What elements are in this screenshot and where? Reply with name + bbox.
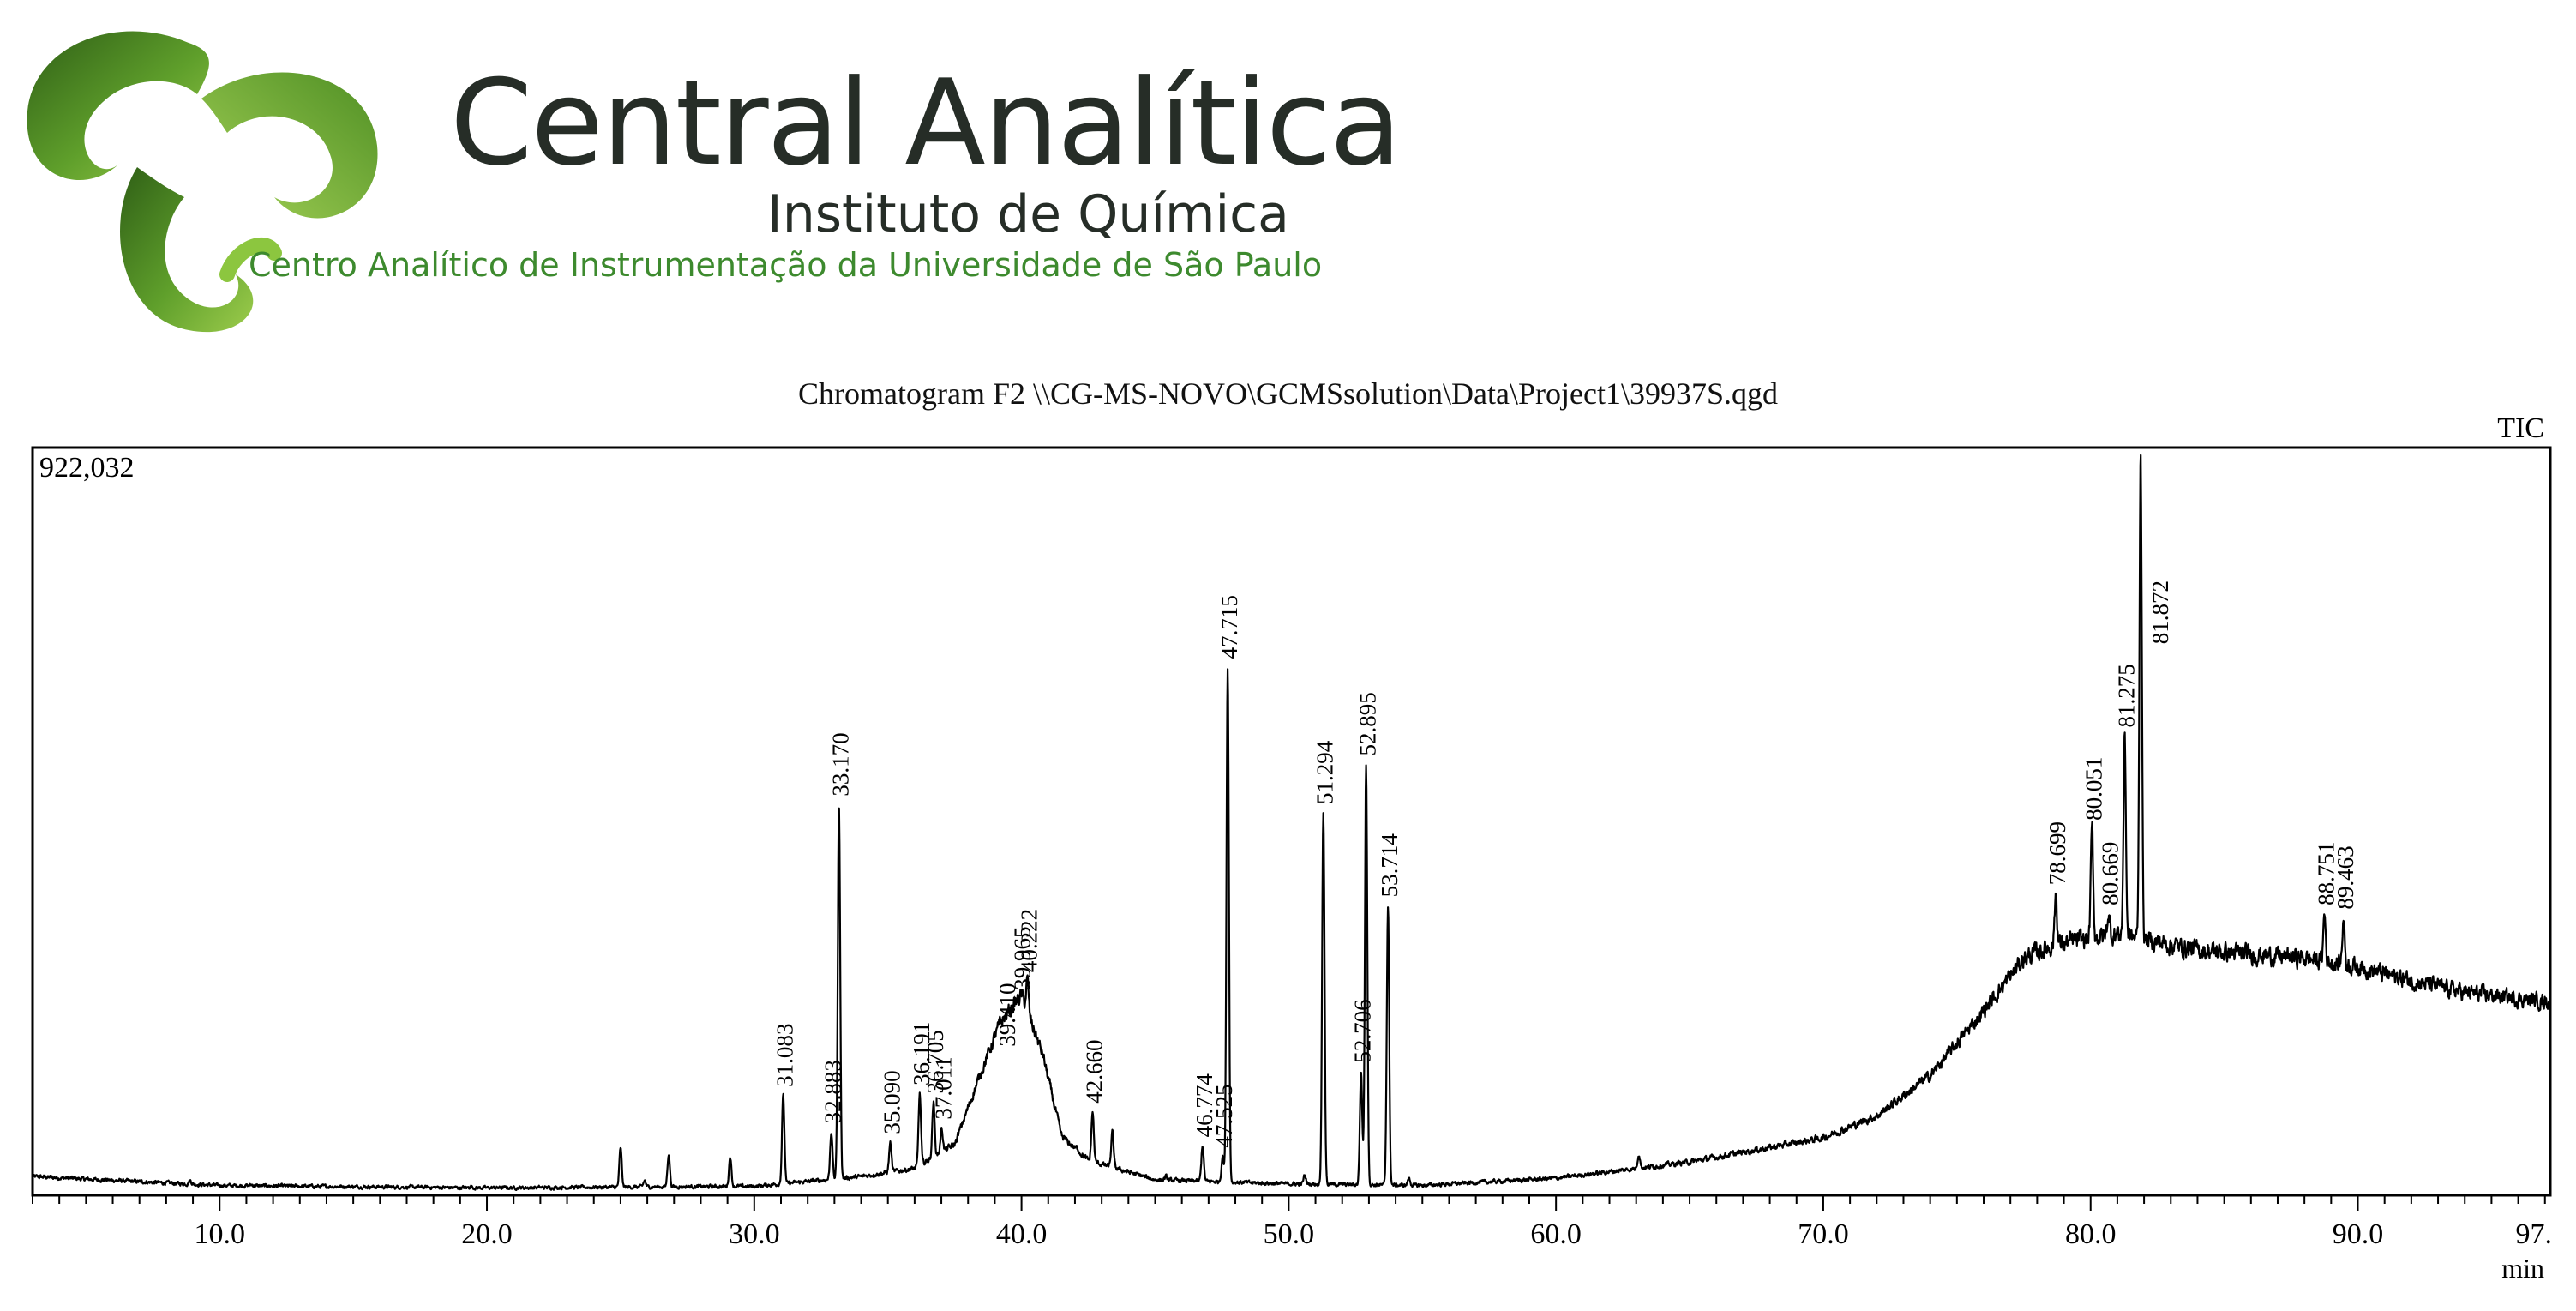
plot-frame [31,446,2552,1197]
brand-subtitle: Instituto de Química [767,184,1289,244]
peak-label: 32.883 [820,1060,846,1123]
peak-label: 35.090 [880,1070,905,1134]
peak-label: 47.525 [1211,1084,1237,1147]
peak-label: 36.191 [909,1022,934,1085]
peak-label: 33.170 [828,732,854,796]
x-tick-label: 50.0 [1264,1218,1315,1250]
peak-label: 39.965 [1010,927,1036,990]
peak-label: 81.872 [2147,580,2173,644]
central-analitica-logo-icon [27,31,378,333]
peak-labels: 31.083 32.883 33.170 35.09036.19136.70537.0… [772,580,2358,1148]
peak-label: 89.463 [2333,845,2358,909]
peak-label: 40.222 [1017,909,1042,972]
peak-label: 81.275 [2113,664,2139,727]
x-tick-label: 20.0 [461,1218,513,1250]
peak-label: 88.751 [2314,842,2339,905]
x-axis-ticks [32,1195,2546,1211]
peak-label: 51.294 [1312,740,1338,804]
peak-label: 80.051 [2081,757,2106,821]
chart-title: Chromatogram F2 \\CG-MS-NOVO\GCMSsolutio… [798,376,1778,411]
peak-label: 52.895 [1355,692,1381,755]
x-tick-label: 10.0 [194,1218,245,1250]
x-axis-tick-labels: 10.0 20.0 30.0 40.0 50.0 60.0 70.0 80.0 90.0 97. [194,1218,2552,1250]
peak-label: 36.705 [922,1030,948,1093]
peak-label: 47.715 [1216,595,1242,659]
x-tick-label: 97. [2516,1218,2553,1250]
peak-label: 52.706 [1350,999,1376,1062]
brand-title: Central Analítica [450,54,1402,192]
peak-label: 31.083 [772,1024,798,1087]
brand-tagline: Centro Analítico de Instrumentação da Un… [249,246,1323,284]
tic-trace [31,454,2552,1191]
x-tick-label: 90.0 [2333,1218,2384,1250]
x-axis-unit-label: min [2501,1253,2544,1284]
peak-label: 53.714 [1377,833,1402,898]
x-tick-label: 40.0 [996,1218,1048,1250]
peak-label: 46.774 [1192,1073,1217,1138]
peak-label: 37.011 [930,1056,956,1119]
y-max-label: 922,032 [39,452,135,484]
x-tick-label: 70.0 [1798,1218,1849,1250]
peak-label: 78.699 [2045,821,2070,885]
peak-label: 39.410 [994,983,1020,1047]
x-tick-label: 60.0 [1530,1218,1582,1250]
x-tick-label: 80.0 [2065,1218,2117,1250]
peak-label: 80.669 [2098,842,2123,905]
x-tick-label: 30.0 [729,1218,780,1250]
logo: Central Analítica Instituto de Química C… [17,17,1402,343]
peak-label: 42.660 [1082,1040,1108,1104]
trace-label: TIC [2497,412,2544,444]
